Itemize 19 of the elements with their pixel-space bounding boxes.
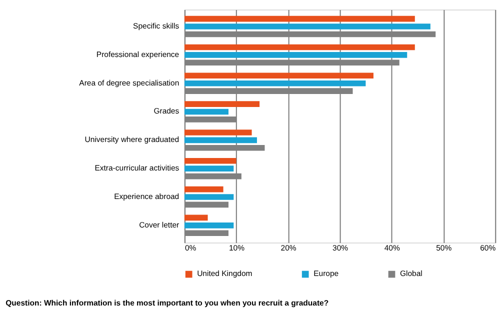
y-tick-label: Specific skills bbox=[133, 21, 180, 30]
x-tick-label: 20% bbox=[280, 244, 296, 253]
text: Question: Which information is the most important to you when you recruit a graduate? bbox=[6, 298, 329, 308]
x-tick-label: 60% bbox=[480, 244, 496, 253]
legend-label: Global bbox=[400, 269, 423, 278]
y-tick-label: Cover letter bbox=[139, 220, 180, 230]
y-tick-label: Experience abroad bbox=[114, 192, 180, 201]
x-tick-label: 0% bbox=[184, 244, 196, 253]
x-tick-label: 10% bbox=[228, 244, 245, 253]
x-tick-label: 40% bbox=[384, 244, 400, 253]
legend-label: Europe bbox=[314, 269, 339, 278]
y-tick-label: Grades bbox=[154, 106, 180, 116]
y-tick-label: Professional experience bbox=[96, 50, 180, 59]
x-tick-label: 50% bbox=[436, 244, 452, 253]
y-tick-label: University where graduated bbox=[84, 135, 180, 144]
x-tick-label: 30% bbox=[332, 244, 348, 253]
y-tick-label: Area of degree specialisation bbox=[79, 78, 180, 88]
legend-label: United Kingdom bbox=[197, 269, 252, 278]
y-tick-label: Extra-curricular activities bbox=[94, 164, 180, 173]
